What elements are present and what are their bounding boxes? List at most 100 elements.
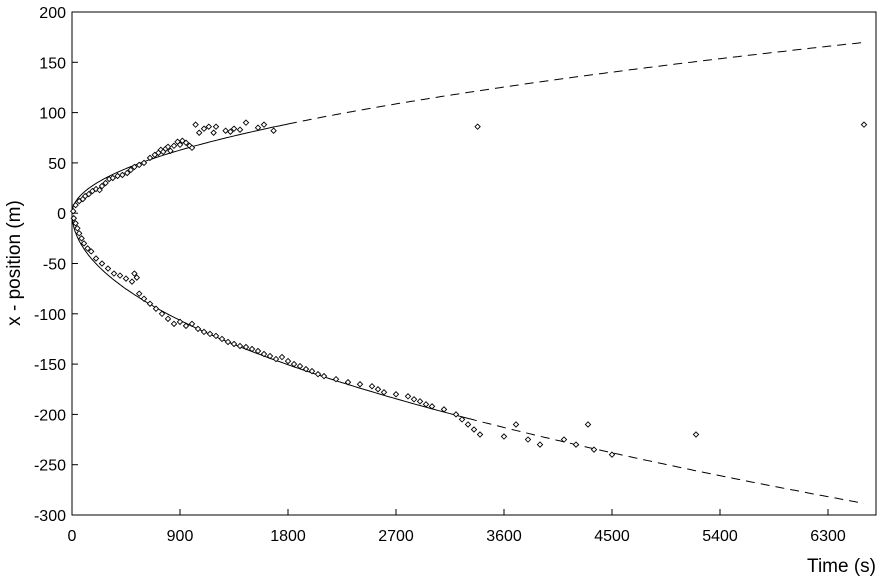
data-point (206, 330, 214, 338)
data-point (80, 240, 88, 247)
data-point (584, 421, 592, 428)
x-tick-label: 4500 (594, 528, 630, 545)
data-point (200, 328, 208, 336)
x-tick-label: 2700 (378, 528, 414, 545)
data-point (122, 275, 130, 282)
data-point (272, 355, 280, 363)
data-point (422, 401, 430, 408)
data-point (470, 426, 478, 433)
data-point (374, 386, 382, 393)
y-tick-label: -300 (34, 508, 66, 525)
data-point (69, 207, 77, 215)
data-point (218, 335, 226, 343)
data-point (194, 325, 202, 333)
data-point (127, 166, 135, 174)
data-point (210, 129, 217, 136)
data-point (404, 393, 412, 400)
data-point (167, 147, 174, 155)
data-point (260, 121, 268, 128)
data-point (116, 272, 124, 279)
data-point (140, 159, 148, 167)
data-point (188, 320, 196, 328)
data-point (140, 295, 148, 302)
data-point (212, 332, 220, 340)
x-tick-label: 1800 (270, 528, 306, 545)
data-point (344, 378, 352, 386)
fit-curve-upper-extrapolated (287, 41, 865, 125)
data-point (227, 128, 234, 135)
data-point (195, 129, 203, 136)
data-point (222, 127, 229, 134)
y-tick-label: -100 (34, 307, 66, 324)
data-point (104, 265, 112, 272)
data-point (119, 171, 126, 179)
data-point (590, 446, 598, 453)
data-point (608, 451, 616, 458)
data-point (416, 398, 424, 405)
data-point (146, 300, 154, 307)
data-point (236, 342, 244, 350)
data-point (464, 421, 472, 428)
fit-curve-upper (71, 123, 289, 214)
data-point (109, 174, 117, 182)
y-tick-label: -150 (34, 357, 66, 374)
data-point (92, 255, 100, 262)
data-point (270, 127, 277, 134)
data-point (72, 220, 79, 227)
data-point (74, 225, 81, 232)
data-point (242, 119, 250, 126)
data-point (152, 305, 160, 313)
data-point (356, 380, 364, 388)
x-tick-label: 3600 (486, 528, 522, 545)
data-point (182, 139, 190, 147)
y-tick-label: 100 (39, 106, 66, 123)
data-point (428, 403, 436, 410)
data-point (170, 320, 178, 328)
data-point (200, 125, 208, 132)
data-point (512, 421, 520, 428)
x-tick-label: 5400 (702, 528, 738, 545)
y-tick-label: -50 (43, 257, 66, 274)
x-tick-label: 0 (68, 528, 77, 545)
data-point (476, 431, 484, 438)
data-point (248, 345, 256, 353)
x-axis: 0 900 1800 2700 3600 4500 5400 6300 (68, 509, 846, 545)
data-point (254, 347, 262, 355)
data-point (131, 163, 138, 171)
y-tick-label: 50 (48, 156, 66, 173)
data-point (164, 143, 172, 151)
data-point (296, 362, 304, 370)
data-point (92, 185, 100, 193)
data-point (170, 142, 178, 150)
data-point (70, 214, 78, 222)
data-point (164, 315, 172, 323)
x-tick-label: 6300 (810, 528, 846, 545)
data-point (392, 391, 400, 398)
data-point (572, 441, 580, 448)
data-point (254, 124, 262, 131)
data-point (146, 154, 154, 162)
data-point (380, 389, 388, 396)
data-point (560, 436, 568, 443)
data-point (205, 123, 213, 130)
data-point (314, 370, 322, 378)
data-point (135, 161, 143, 169)
y-tick-label: 0 (57, 206, 66, 223)
data-point (692, 431, 700, 438)
data-point (524, 436, 532, 443)
data-point (308, 367, 316, 375)
data-point (536, 441, 544, 448)
data-point (182, 322, 190, 330)
data-point (474, 123, 481, 130)
fit-curve-lower (71, 213, 469, 419)
data-point (72, 201, 79, 209)
data-point (458, 416, 466, 423)
data-point (84, 245, 91, 252)
data-point (75, 230, 83, 237)
y-tick-label: 200 (39, 5, 66, 22)
y-tick-label: -200 (34, 407, 66, 424)
data-point (242, 343, 250, 351)
data-point (123, 169, 131, 177)
data-point (320, 372, 328, 380)
